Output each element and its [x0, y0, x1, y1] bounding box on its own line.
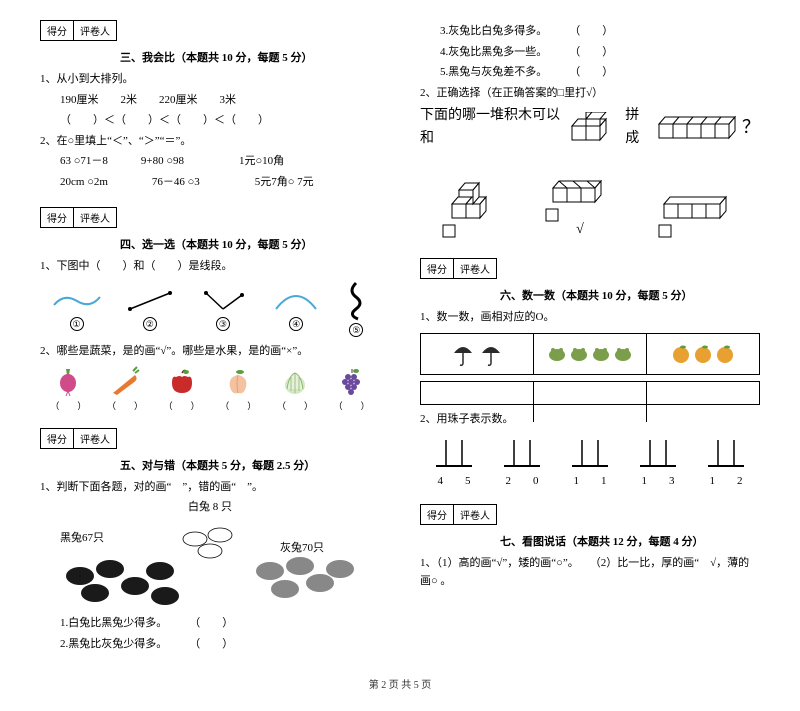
- count-cell-frog: [534, 334, 647, 374]
- s5-row4: 4.灰兔比黑兔多一些。 （ ）: [440, 44, 760, 62]
- num-3: ③: [216, 317, 230, 331]
- curve-1: ①: [52, 287, 102, 331]
- abacus-row: 4 5 2 0 1 1 1 3 1 2: [420, 436, 760, 488]
- blocks-target-1: [566, 112, 621, 144]
- score-label: 得分: [421, 259, 454, 278]
- page-footer: 第 2 页 共 5 页: [40, 676, 760, 691]
- veg-peach: （ ）: [220, 365, 256, 412]
- section5-title: 五、对与错（本题共 5 分，每题 2.5 分）: [120, 457, 380, 473]
- s5-row5: 5.黑兔与灰兔差不多。 （ ）: [440, 64, 760, 82]
- section7-title: 七、看图说话（本题共 12 分，每题 4 分）: [500, 533, 760, 549]
- num-2: ②: [143, 317, 157, 331]
- prompt-text2: 拼成: [625, 105, 651, 150]
- veg-apple: （ ）: [164, 365, 200, 412]
- section3-title: 三、我会比（本题共 10 分，每题 5 分）: [120, 49, 380, 65]
- blocks-target-2: [655, 114, 738, 142]
- s6-q1: 1、数一数，画相对应的O。: [420, 309, 760, 327]
- num-1: ①: [70, 317, 84, 331]
- abacus-1: 4 5: [432, 436, 476, 488]
- score-box: 得分 评卷人: [420, 504, 497, 525]
- qmark: ？: [742, 113, 760, 142]
- blocks-options: √: [420, 158, 760, 238]
- section4-title: 四、选一选（本题共 10 分，每题 5 分）: [120, 236, 380, 252]
- page-columns: 得分 评卷人 三、我会比（本题共 10 分，每题 5 分） 1、从小到大排列。 …: [40, 20, 760, 656]
- abacus-5: 1 2: [704, 436, 748, 488]
- count-box: [420, 333, 760, 375]
- curve-5: ⑤: [344, 281, 368, 337]
- s3-q2-row2: 20cm ○2m 76－46 ○3 5元7角○ 7元: [60, 174, 380, 192]
- paren: （ ）: [164, 401, 200, 411]
- white-rabbit-label: 白兔 8 只: [40, 499, 380, 517]
- s5-row1: 1.白兔比黑兔少得多。 （ ）: [60, 615, 380, 633]
- black-rabbit-label: 黑兔67只: [60, 530, 104, 544]
- rabbit-area: 黑兔67只 灰兔70只: [40, 521, 380, 611]
- curve-row: ① ② ③ ④ ⑤: [40, 281, 380, 337]
- s3-q2-row1: 63 ○71－8 9+80 ○98 1元○10角: [60, 153, 380, 171]
- paren: （ ）: [50, 401, 86, 411]
- section6-title: 六、数一数（本题共 10 分，每题 5 分）: [500, 287, 760, 303]
- s3-q1-items: 190厘米 2米 220厘米 3米: [60, 92, 380, 110]
- answer-cell: [534, 382, 647, 422]
- paren: （ ）: [277, 401, 313, 411]
- s4-q1: 1、下图中（ ）和（ ）是线段。: [40, 258, 380, 276]
- score-box: 得分 评卷人: [40, 20, 117, 41]
- abacus-2: 2 0: [500, 436, 544, 488]
- veg-radish: （ ）: [50, 365, 86, 412]
- block-opt-2: √: [545, 158, 615, 238]
- abacus-3: 1 1: [568, 436, 612, 488]
- s5-q1: 1、判断下面各题，对的画“ ”，错的画“ ”。: [40, 479, 380, 497]
- score-label: 得分: [41, 208, 74, 227]
- block-opt-1: [442, 174, 502, 238]
- curve-3: ③: [198, 287, 248, 331]
- grader-label: 评卷人: [74, 208, 116, 227]
- grader-label: 评卷人: [454, 259, 496, 278]
- choice-q2: 2、正确选择（在正确答案的□里打√）: [420, 85, 760, 103]
- curve-4: ④: [271, 287, 321, 331]
- s5-row2: 2.黑兔比灰兔少得多。 （ ）: [60, 636, 380, 654]
- paren: （ ）: [334, 401, 370, 411]
- s7-q1: 1、（1）高的画“√”，矮的画“○”。 （2）比一比，厚的画“ √，薄的画○ 。: [420, 555, 760, 590]
- answer-box: [420, 381, 760, 405]
- gray-rabbit-label: 灰兔70只: [280, 540, 324, 554]
- count-cell-umbrella: [421, 334, 534, 374]
- veg-row: （ ） （ ） （ ） （ ） （ ） （ ）: [40, 365, 380, 412]
- abacus-4: 1 3: [636, 436, 680, 488]
- curve-2: ②: [125, 287, 175, 331]
- grader-label: 评卷人: [74, 429, 116, 448]
- choice-prompt-row: 下面的哪一堆积木可以和 拼成 ？: [420, 105, 760, 150]
- paren: （ ）: [107, 401, 143, 411]
- paren: （ ）: [220, 401, 256, 411]
- count-cell-orange: [647, 334, 759, 374]
- grader-label: 评卷人: [74, 21, 116, 40]
- answer-cell: [647, 382, 759, 422]
- score-box: 得分 评卷人: [40, 207, 117, 228]
- veg-grape: （ ）: [334, 365, 370, 412]
- num-5: ⑤: [349, 323, 363, 337]
- s3-q2: 2、在○里填上“＜”、“＞”“＝”。: [40, 133, 380, 151]
- left-column: 得分 评卷人 三、我会比（本题共 10 分，每题 5 分） 1、从小到大排列。 …: [40, 20, 380, 656]
- score-box: 得分 评卷人: [420, 258, 497, 279]
- s3-q1: 1、从小到大排列。: [40, 71, 380, 89]
- block-opt-3: [658, 174, 738, 238]
- score-box: 得分 评卷人: [40, 428, 117, 449]
- score-label: 得分: [421, 505, 454, 524]
- s5-row3: 3.灰兔比白兔多得多。 （ ）: [440, 23, 760, 41]
- s4-q2: 2、哪些是蔬菜，是的画“√”。哪些是水果，是的画“×”。: [40, 343, 380, 361]
- veg-cabbage: （ ）: [277, 365, 313, 412]
- score-label: 得分: [41, 21, 74, 40]
- veg-carrot: （ ）: [107, 365, 143, 412]
- score-label: 得分: [41, 429, 74, 448]
- prompt-text: 下面的哪一堆积木可以和: [420, 105, 562, 150]
- s3-q1-blank: （ ）＜（ ）＜（ ）＜（ ）: [60, 112, 380, 130]
- num-4: ④: [289, 317, 303, 331]
- right-column: 3.灰兔比白兔多得多。 （ ） 4.灰兔比黑兔多一些。 （ ） 5.黑兔与灰兔差…: [420, 20, 760, 656]
- grader-label: 评卷人: [454, 505, 496, 524]
